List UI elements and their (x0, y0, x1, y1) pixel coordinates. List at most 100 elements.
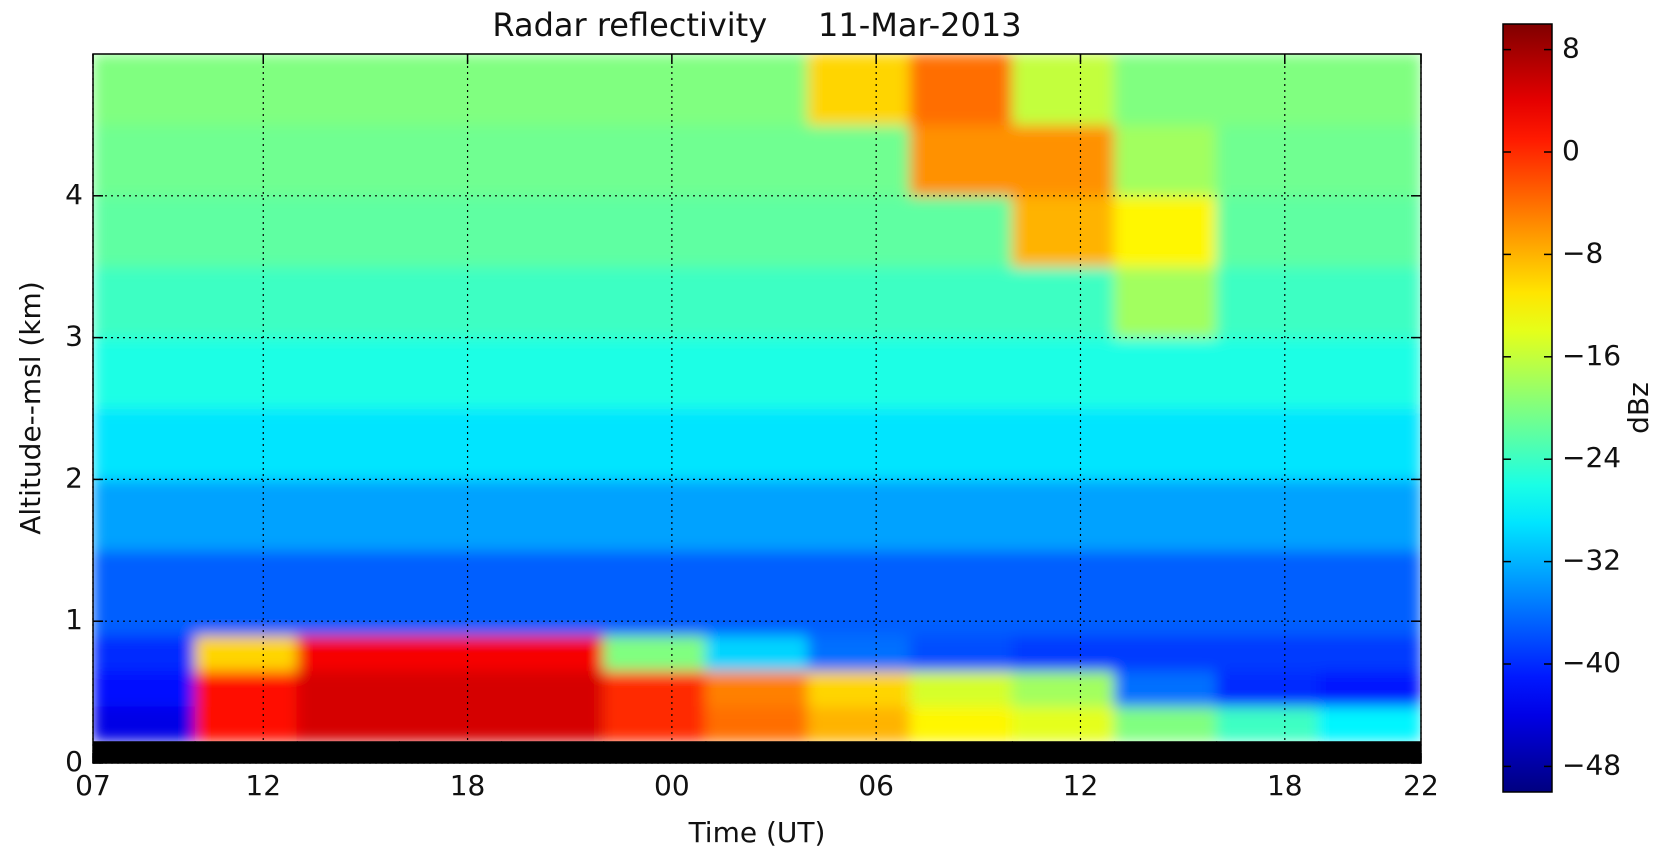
x-tick-label: 12 (1063, 769, 1099, 802)
heatmap-cell (296, 195, 400, 268)
heatmap-cell (296, 549, 400, 636)
y-tick-label: 1 (65, 603, 83, 636)
heatmap-cell (93, 54, 196, 126)
heatmap-cell (296, 741, 400, 763)
heatmap-cell (1318, 549, 1421, 636)
heatmap-cell (501, 741, 605, 763)
heatmap-cell (807, 634, 911, 672)
heatmap-cell (1216, 337, 1320, 409)
colorbar-tick-label: −24 (1562, 441, 1621, 474)
colorbar-tick-label: −40 (1562, 646, 1621, 679)
heatmap-cell (398, 337, 503, 409)
heatmap-cell (93, 478, 196, 551)
heatmap-cell (296, 337, 400, 409)
heatmap-cell (1318, 266, 1421, 339)
heatmap-cell (1318, 670, 1421, 707)
heatmap-cell (296, 634, 400, 672)
heatmap-cell (807, 741, 911, 763)
heatmap-cell (705, 634, 809, 672)
heatmap-cell (1011, 741, 1116, 763)
heatmap-cell (296, 478, 400, 551)
heatmap-cell (194, 408, 298, 480)
heatmap-cell (1011, 337, 1116, 409)
heatmap-cell (1114, 478, 1218, 551)
heatmap-cell (807, 549, 911, 636)
colorbar-tick-label: 0 (1562, 134, 1580, 167)
x-axis-label: Time (UT) (688, 816, 826, 849)
heatmap-cell (398, 670, 503, 707)
heatmap-cell (1216, 634, 1320, 672)
heatmap-cell (1011, 478, 1116, 551)
heatmap-cell (194, 634, 298, 672)
heatmap-cell (1318, 54, 1421, 126)
heatmap-cell (603, 549, 707, 636)
heatmap-cell (1216, 408, 1320, 480)
heatmap-cell (603, 54, 707, 126)
heatmap-cell (909, 337, 1013, 409)
heatmap-cell (194, 266, 298, 339)
colorbar-tick-label: −8 (1562, 236, 1603, 269)
colorbar-tick-label: −32 (1562, 544, 1621, 577)
heatmap-cell (1114, 124, 1218, 197)
heatmap-cell (1318, 741, 1421, 763)
heatmap-cell (909, 670, 1013, 707)
heatmap-cell (1318, 337, 1421, 409)
heatmap-cell (705, 741, 809, 763)
heatmap-cell (807, 478, 911, 551)
heatmap-cell (1318, 124, 1421, 197)
heatmap-cell (296, 124, 400, 197)
heatmap-cell (93, 337, 196, 409)
heatmap-cell (194, 549, 298, 636)
heatmap-cell (296, 54, 400, 126)
x-tick-label: 07 (75, 769, 111, 802)
heatmap-cell (93, 670, 196, 707)
heatmap-cell (807, 195, 911, 268)
heatmap-cell (93, 634, 196, 672)
heatmap-cell (501, 478, 605, 551)
y-tick-label: 0 (65, 745, 83, 778)
heatmap-cell (909, 705, 1013, 743)
heatmap-cell (603, 741, 707, 763)
heatmap-cell (603, 634, 707, 672)
heatmap-cell (807, 408, 911, 480)
heatmap-cell (93, 195, 196, 268)
heatmap-cell (194, 705, 298, 743)
heatmap-cell (705, 670, 809, 707)
heatmap-cell (603, 670, 707, 707)
heatmap-cell (501, 408, 605, 480)
heatmap-cell (1011, 549, 1116, 636)
heatmap-cell (807, 705, 911, 743)
heatmap-cell (705, 408, 809, 480)
heatmap-cell (1011, 670, 1116, 707)
heatmap-cell (909, 634, 1013, 672)
heatmap-cell (603, 705, 707, 743)
colorbar-label: dBz (1622, 382, 1655, 434)
heatmap-cell (603, 124, 707, 197)
heatmap-cell (93, 549, 196, 636)
heatmap-cell (501, 549, 605, 636)
heatmap-cell (1216, 741, 1320, 763)
heatmap-cell (296, 266, 400, 339)
heatmap-cell (194, 337, 298, 409)
heatmap-cell (93, 124, 196, 197)
heatmap (93, 54, 1421, 763)
heatmap-cell (1114, 266, 1218, 339)
chart-title: Radar reflectivity 11-Mar-2013 (492, 6, 1021, 44)
heatmap-cell (398, 705, 503, 743)
plot-frame (92, 53, 1422, 764)
heatmap-cell (807, 124, 911, 197)
heatmap-cell (398, 266, 503, 339)
heatmap-cell (1216, 549, 1320, 636)
heatmap-cell (501, 124, 605, 197)
heatmap-cell (501, 634, 605, 672)
heatmap-cell (398, 634, 503, 672)
y-axis-label: Altitude--msl (km) (14, 281, 47, 535)
heatmap-cell (909, 54, 1013, 126)
heatmap-cell (807, 337, 911, 409)
heatmap-cell (909, 549, 1013, 636)
y-tick-label: 3 (65, 320, 83, 353)
x-tick-label: 18 (1267, 769, 1303, 802)
heatmap-cell (603, 478, 707, 551)
heatmap-cell (93, 705, 196, 743)
